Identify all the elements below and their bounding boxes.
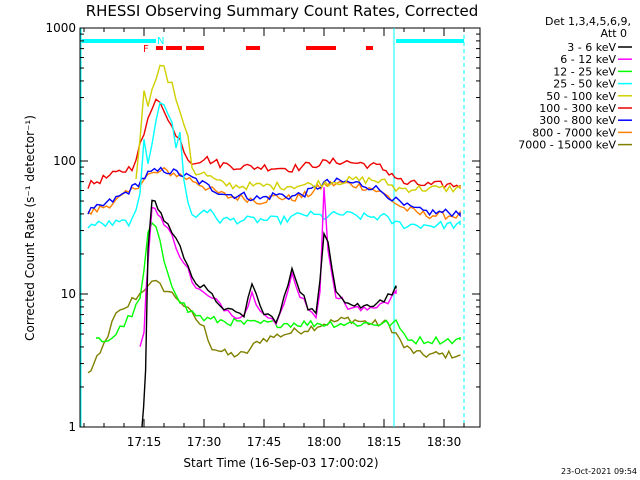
legend-entry-label: 800 - 7000 keV [532,126,616,139]
x-tick-label: 18:00 [307,435,342,449]
legend-entry-label: 25 - 50 keV [553,78,616,91]
legend-entry-label: 100 - 300 keV [539,102,616,115]
legend-entry-label: 50 - 100 keV [546,90,616,103]
flare-flag-bar [166,46,182,50]
plot-frame [79,27,481,428]
y-axis-ticks: 1 10 100 1000 [45,21,480,434]
flare-flag-bar [366,46,373,50]
attenuator-bar [396,39,464,43]
y-tick-label: 1 [68,420,76,434]
legend-entry-label: 12 - 25 keV [553,65,616,78]
series-layer [87,64,461,428]
legend-entry-label: 3 - 6 keV [567,41,616,54]
series-line [95,221,461,345]
legend-entry-label: 300 - 800 keV [539,114,616,127]
x-axis-label: Start Time (16-Sep-03 17:00:02) [183,456,378,470]
legend-header-line-2: Att 0 [601,27,627,40]
night-flag-letter: N [157,36,164,47]
flare-flag-bar [186,46,204,50]
flare-flag-letter: F [143,44,149,55]
y-tick-label: 1000 [45,21,76,35]
series-line [135,64,461,194]
flare-flag-bar [306,46,336,50]
x-tick-label: 18:15 [367,435,402,449]
x-tick-label: 17:30 [187,435,222,449]
legend-entry-label: 7000 - 15000 keV [518,139,616,152]
y-axis-label: Corrected Count Rate (s⁻¹ detector⁻¹) [23,115,37,341]
flare-flag-bar [156,46,163,50]
y-tick-label: 10 [61,287,76,301]
saa-boundary-lines [80,28,465,427]
series-line [87,101,461,231]
x-tick-label: 18:30 [427,435,462,449]
series-line [87,279,461,374]
series-line [87,98,461,190]
y-tick-label: 100 [53,154,76,168]
timestamp: 23-Oct-2021 09:54 [561,467,637,476]
series-line [87,166,461,218]
attenuator-bar [82,39,156,43]
status-bars: FN [82,36,464,55]
plot-area [79,27,481,428]
chart-title: RHESSI Observing Summary Count Rates, Co… [86,2,479,20]
flare-flag-bar [246,46,260,50]
series-line [139,187,397,347]
x-tick-label: 17:15 [127,435,162,449]
series-line [141,199,397,428]
x-axis-ticks: 17:15 17:30 17:45 18:00 18:15 18:30 [83,28,465,449]
legend-entry-label: 6 - 12 keV [560,53,616,66]
x-tick-label: 17:45 [247,435,282,449]
legend-header-line-1: Det 1,3,4,5,6,9, [545,15,631,28]
